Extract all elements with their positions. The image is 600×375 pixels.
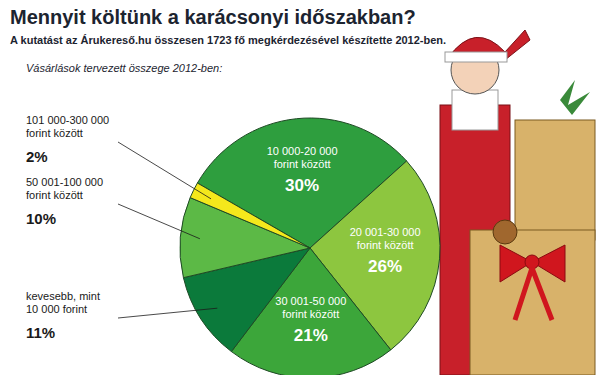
html-text:A kutatást az Árukereső.hu öss: A kutatást az Árukereső.hu összesen 1723… — [10, 34, 447, 46]
svg-text:10 000-20 000forint között: 10 000-20 000forint között — [267, 145, 338, 170]
html-text:Vásárlások tervezett összege 2: Vásárlások tervezett összege 2012-ben: — [26, 62, 223, 74]
svg-text:20 001-30 000forint között: 20 001-30 000forint között — [350, 226, 421, 251]
svg-text:10%: 10% — [26, 210, 56, 227]
svg-text:2%: 2% — [26, 148, 48, 165]
svg-text:50 001-100 000forint között: 50 001-100 000forint között — [26, 176, 103, 201]
svg-text:30%: 30% — [285, 176, 319, 195]
svg-text:21%: 21% — [294, 326, 328, 345]
html-text:Mennyit költünk a karácsonyi i: Mennyit költünk a karácsonyi időszakban? — [10, 6, 416, 28]
svg-text:101 000-300 000forint között: 101 000-300 000forint között — [26, 114, 109, 139]
svg-text:30 001-50 000forint között: 30 001-50 000forint között — [275, 295, 346, 320]
svg-text:kevesebb, mint10 000 forint: kevesebb, mint10 000 forint — [26, 290, 100, 315]
svg-text:11%: 11% — [26, 324, 55, 341]
svg-text:26%: 26% — [368, 257, 402, 276]
